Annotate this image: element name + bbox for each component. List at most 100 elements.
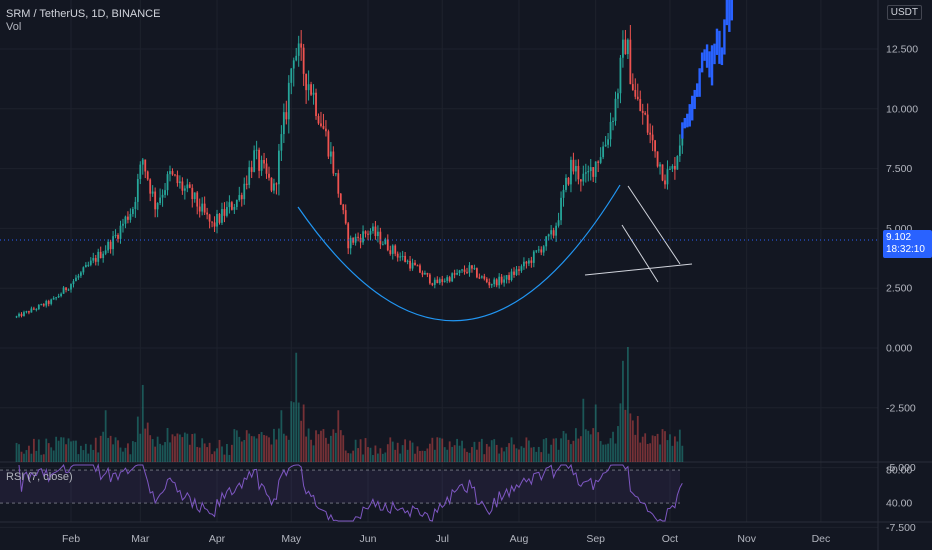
volume-bar [233, 429, 236, 462]
candle-body [676, 156, 679, 170]
candle-body [384, 239, 387, 245]
volume-bar [644, 433, 647, 462]
candle-body [617, 93, 619, 99]
projection-candle [718, 30, 721, 64]
volume-bar [594, 404, 597, 462]
candle-body [253, 150, 256, 172]
candle-body [669, 168, 671, 170]
volume-bar [169, 442, 171, 462]
projection-candle [715, 28, 719, 55]
candle-body [42, 304, 45, 306]
volume-bar [396, 442, 399, 462]
candle-body [438, 279, 441, 284]
candle-body [493, 279, 496, 285]
volume-bar [216, 448, 218, 462]
volume-bar [505, 446, 508, 462]
volume-bar [649, 443, 652, 462]
volume-bar [357, 448, 359, 462]
candle-body [25, 311, 28, 313]
time-tick-label: Dec [812, 533, 831, 545]
volume-bar [322, 429, 325, 462]
candle-body [166, 174, 169, 191]
candle-body [174, 174, 176, 176]
volume-bar [300, 420, 303, 462]
candle-body [146, 171, 149, 180]
candle-body [70, 284, 72, 290]
candle-body [134, 201, 137, 209]
volume-bar [441, 438, 444, 462]
volume-bar [659, 444, 661, 462]
candle-body [109, 241, 112, 250]
candle-body [196, 192, 199, 207]
projection-candle [688, 104, 691, 127]
volume-bar [562, 430, 565, 462]
candle-body [446, 277, 449, 281]
volume-bar [520, 446, 523, 462]
volume-bar [515, 448, 518, 462]
candle-body [508, 275, 510, 280]
volume-bar [339, 430, 342, 462]
volume-bar [664, 431, 666, 462]
candle-body [104, 250, 107, 254]
volume-bar [129, 454, 132, 462]
currency-badge[interactable]: USDT [886, 5, 922, 20]
candle-body [268, 173, 270, 178]
time-tick-label: Oct [662, 533, 678, 545]
candle-body [255, 149, 258, 151]
volume-bar [337, 410, 340, 462]
candle-body [82, 267, 85, 273]
candle-body [179, 181, 181, 184]
volume-bar [97, 452, 100, 462]
volume-bar [218, 439, 221, 462]
projection-candle [703, 49, 706, 61]
volume-bar [584, 429, 587, 462]
candle-body [28, 311, 30, 313]
projection-candle [720, 47, 724, 66]
candle-body [555, 225, 557, 236]
volume-bar [104, 410, 107, 462]
price-tick-label: 2.500 [886, 283, 912, 295]
volume-bar [510, 437, 513, 462]
projection-candle [705, 44, 709, 68]
volume-bar [468, 452, 471, 462]
candle-body [411, 262, 414, 269]
volume-bar [671, 445, 674, 462]
volume-bar [80, 445, 82, 462]
candle-body [278, 150, 280, 185]
candle-body [211, 221, 213, 223]
volume-bar [572, 440, 575, 462]
candle-body [659, 164, 661, 167]
cup-curve [297, 184, 621, 322]
candle-body [191, 187, 194, 200]
volume-bar [47, 443, 50, 462]
last-price: 9.102 [886, 232, 912, 243]
candle-body [136, 178, 139, 202]
volume-bar [485, 444, 488, 462]
candle-body [290, 68, 293, 83]
rsi-band [0, 470, 680, 504]
candle-body [307, 84, 310, 91]
volume-bar [329, 435, 332, 462]
volume-bar [223, 454, 226, 462]
volume-bar [570, 444, 572, 462]
price-axis[interactable]: 27.50025.00022.50020.00017.50015.00012.5… [886, 0, 918, 534]
candle-body [577, 165, 580, 180]
candle-body [216, 213, 218, 227]
volume-bar [587, 430, 590, 462]
candle-body [433, 279, 436, 285]
candle-body [631, 84, 634, 90]
volume-bar [82, 450, 85, 462]
candle-body [112, 236, 114, 250]
volume-bar [666, 440, 669, 462]
candle-body [597, 161, 600, 163]
candle-body [344, 210, 347, 224]
time-axis[interactable]: Feb Mar Apr May Jun Jul Aug Sep Oct Nov Dec [62, 533, 830, 545]
volume-bar [555, 438, 557, 462]
candle-body [183, 188, 186, 191]
volume-bar [634, 434, 637, 462]
volume-bar [367, 447, 369, 462]
volume-bar [394, 449, 397, 462]
candle-body [302, 47, 305, 74]
